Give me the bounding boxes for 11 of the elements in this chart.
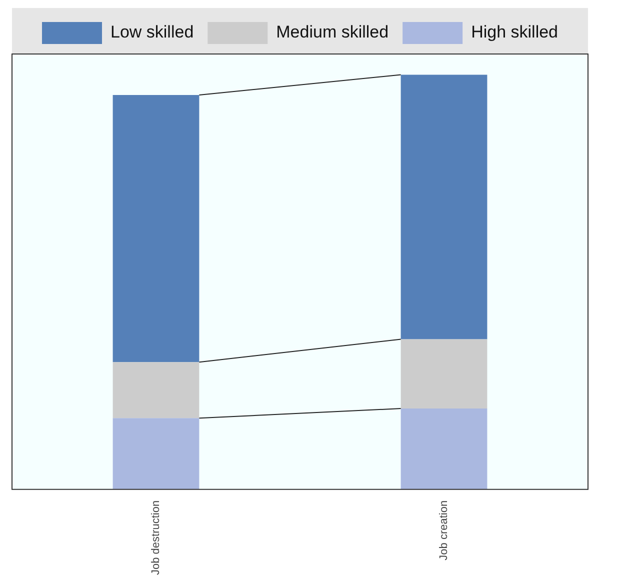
bar	[112, 418, 200, 490]
bar	[400, 339, 488, 409]
legend-label: Low skilled	[110, 22, 194, 42]
bar	[112, 362, 200, 418]
x-tick-label: Job creation	[438, 500, 450, 560]
bar	[400, 74, 488, 340]
legend-label: High skilled	[471, 22, 558, 42]
legend-label: Medium skilled	[276, 22, 389, 42]
x-tick-label: Job destruction	[150, 500, 162, 576]
bar	[112, 95, 200, 362]
bar	[400, 408, 488, 490]
